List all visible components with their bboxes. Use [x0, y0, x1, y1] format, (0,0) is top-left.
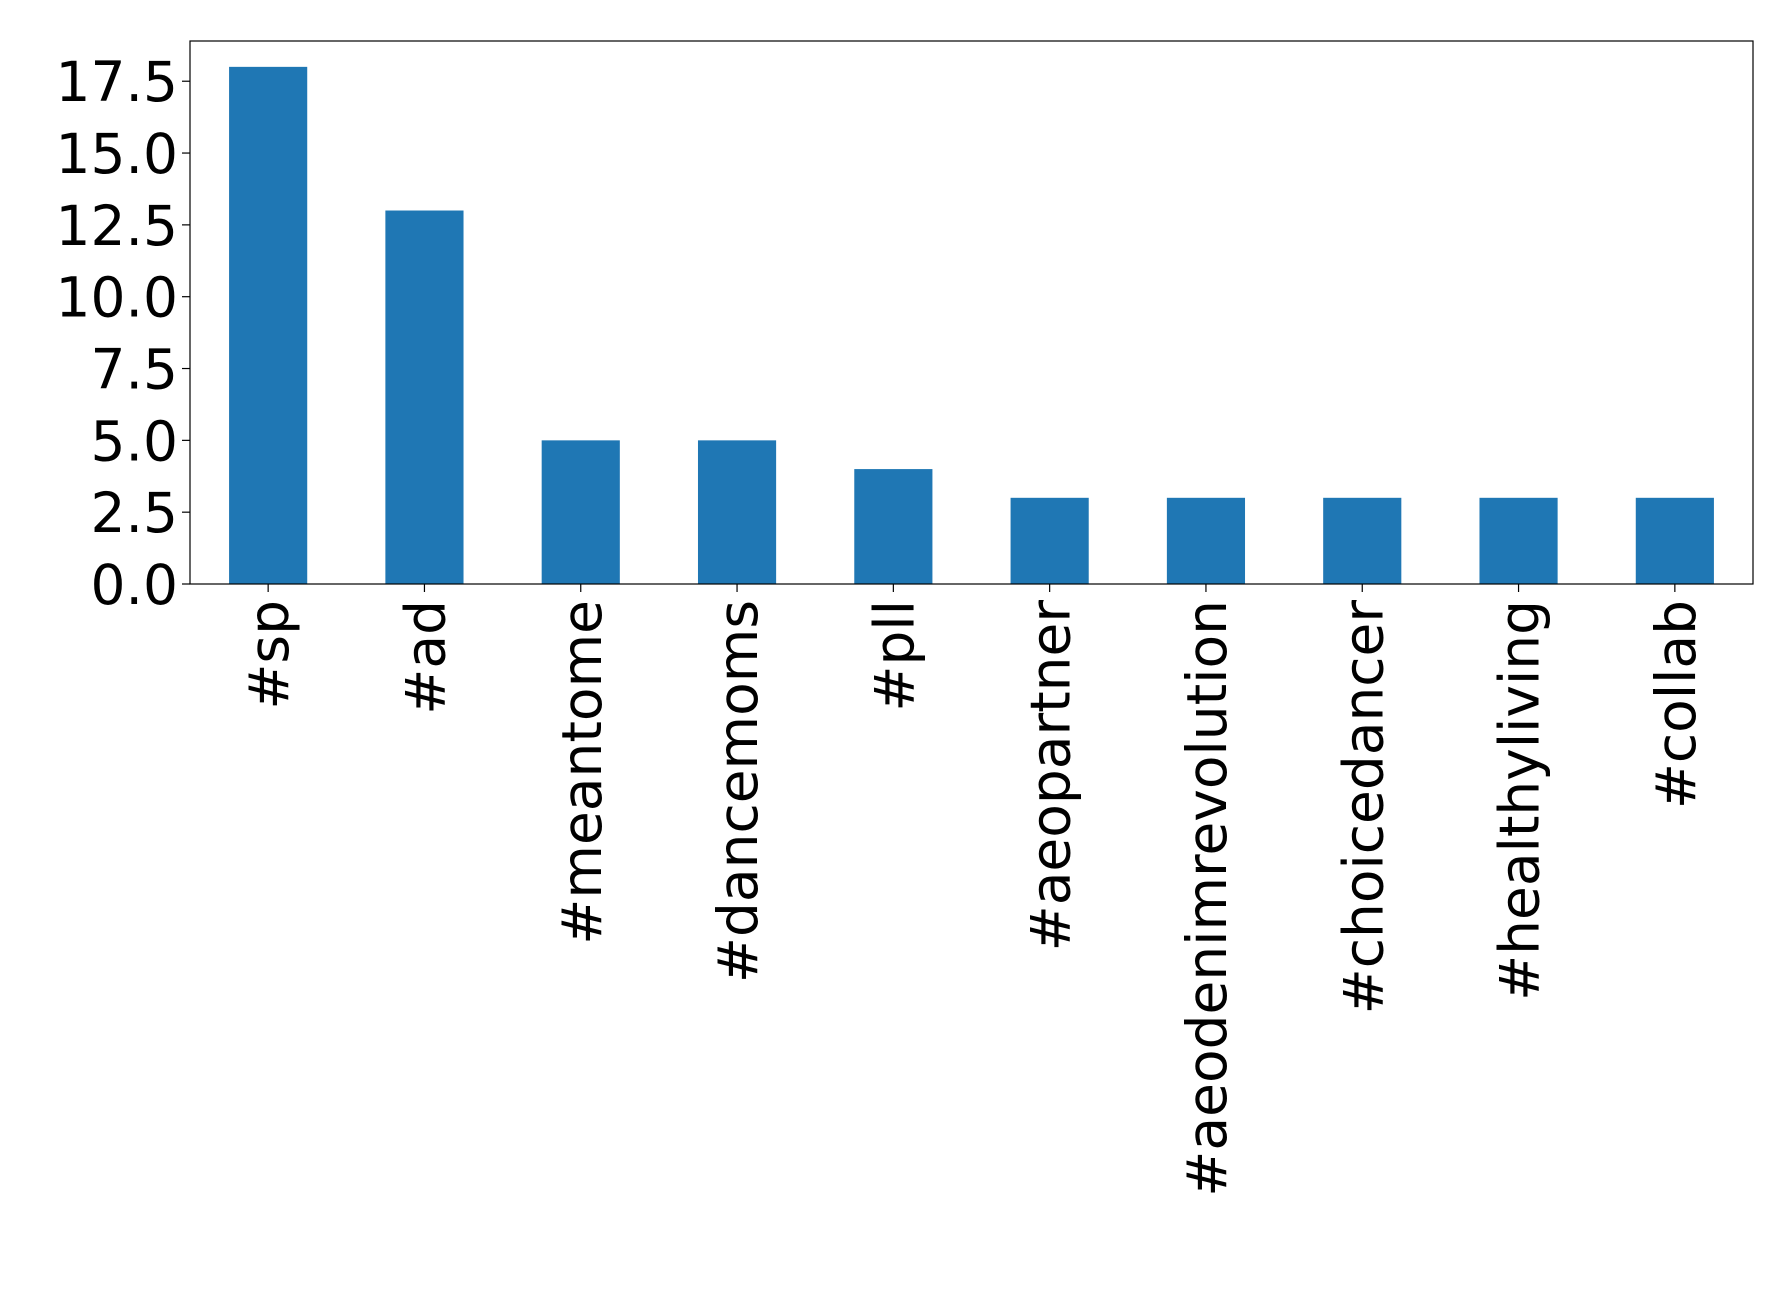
- y-tick-label: 17.5: [56, 50, 178, 114]
- x-tick-label: #aeopartner: [1019, 600, 1083, 952]
- x-tick-label: #meantome: [550, 600, 614, 945]
- bar: [385, 210, 464, 584]
- bar: [1635, 497, 1714, 584]
- y-tick-label: 0.0: [91, 553, 178, 617]
- y-tick-label: 15.0: [56, 122, 178, 186]
- y-tick-label: 2.5: [91, 481, 178, 545]
- bar: [697, 440, 777, 584]
- x-tick-label: #ad: [393, 600, 457, 715]
- y-tick-label: 5.0: [91, 409, 178, 473]
- plot-frame: [189, 40, 1754, 585]
- bar: [229, 66, 308, 585]
- bar: [1479, 497, 1558, 584]
- bar: [854, 469, 933, 584]
- x-tick-label: #pll: [862, 600, 926, 712]
- x-tick-label: #choicedancer: [1331, 600, 1395, 1015]
- x-tick-label: #collab: [1644, 600, 1708, 809]
- x-tick-label: #healthyliving: [1488, 600, 1552, 1001]
- x-tick-label: #sp: [237, 600, 301, 710]
- y-tick-label: 12.5: [56, 194, 178, 258]
- x-tick-label: #dancemoms: [706, 600, 770, 983]
- bar: [541, 440, 620, 584]
- y-tick-label: 7.5: [91, 338, 178, 402]
- x-tick-label: #aeodenimrevolution: [1175, 600, 1239, 1197]
- bar: [1010, 497, 1089, 584]
- y-tick-label: 10.0: [56, 266, 178, 330]
- bar: [1323, 497, 1402, 584]
- bar: [1166, 497, 1246, 584]
